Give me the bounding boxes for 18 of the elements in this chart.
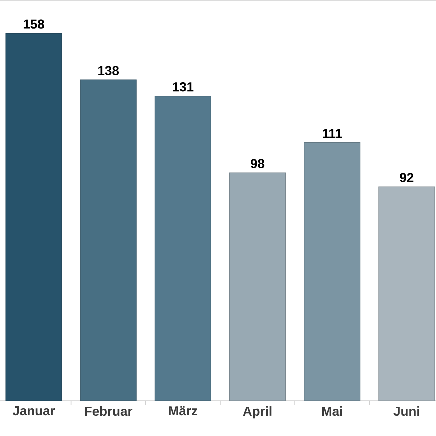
bar xyxy=(6,33,62,402)
data-label: 138 xyxy=(98,66,120,76)
data-label: 92 xyxy=(400,173,414,182)
x-tick-label: Januar xyxy=(12,406,56,416)
bar xyxy=(378,186,436,402)
bar xyxy=(304,142,361,402)
data-label: 158 xyxy=(24,20,44,29)
bar xyxy=(229,172,286,402)
data-label: 111 xyxy=(323,129,342,138)
x-tick-label: April xyxy=(243,406,272,419)
data-label: 131 xyxy=(173,82,194,92)
x-tick-label: Februar xyxy=(85,406,133,416)
x-tick-label: März xyxy=(169,406,198,416)
x-tick-label: Juni xyxy=(394,406,420,416)
bar xyxy=(80,80,137,402)
bar xyxy=(154,96,212,402)
x-tick-label: Mai xyxy=(322,406,342,416)
data-label: 98 xyxy=(250,159,265,168)
